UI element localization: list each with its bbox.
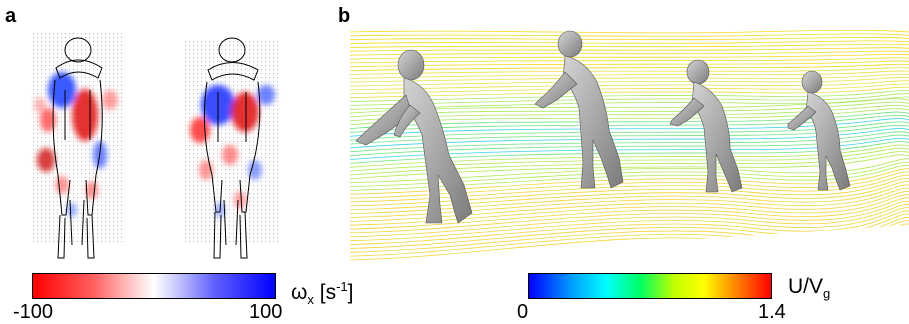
vorticity-field-figure [33,33,280,259]
streamline [350,53,909,60]
streamline [350,137,909,160]
streamline [350,50,909,56]
panel-letter-a: a [5,5,17,27]
streamline [350,108,909,126]
panel-letter-b: b [338,5,351,27]
velocity-colorbar [528,273,772,299]
streamline [350,67,909,75]
vorticity-colorbar [32,273,276,299]
rider-2 [534,30,624,189]
streamline [350,70,909,79]
streamline [350,57,909,64]
rider-4 [787,70,851,191]
streamline [350,40,909,44]
streamline [350,33,909,37]
streamline [350,213,909,249]
streamline [350,47,909,52]
streamline [350,204,909,238]
velocity-max-label: 1.4 [758,301,786,323]
streamline-figure [350,30,909,261]
vorticity-colorbar-label: ωx [s-1] [291,279,354,308]
streamline [350,217,909,253]
streamline [350,223,909,261]
streamline [350,210,909,245]
vorticity-max-label: 100 [249,301,283,323]
streamline [350,141,909,164]
rider-3 [669,59,743,193]
streamline [350,43,909,48]
streamline [350,121,909,141]
streamline [350,114,909,133]
streamline [350,104,909,122]
velocity-min-label: 0 [517,301,529,323]
streamline [350,36,909,41]
streamline [350,131,909,153]
streamline [350,207,909,242]
rider-1 [355,49,473,224]
streamline [350,191,909,222]
vorticity-min-label: -100 [13,301,54,323]
streamline [350,118,909,137]
streamline [350,197,909,230]
rider-field-left [33,33,125,259]
streamline [350,220,909,257]
streamline [350,134,909,157]
streamline [350,30,909,34]
streamline [350,128,909,149]
rider-field-right [185,37,280,259]
streamline [350,111,909,129]
streamline [350,200,909,234]
streamline [350,194,909,226]
velocity-colorbar-label: U/Vg [788,275,831,302]
streamline [350,124,909,145]
riders [355,30,851,224]
